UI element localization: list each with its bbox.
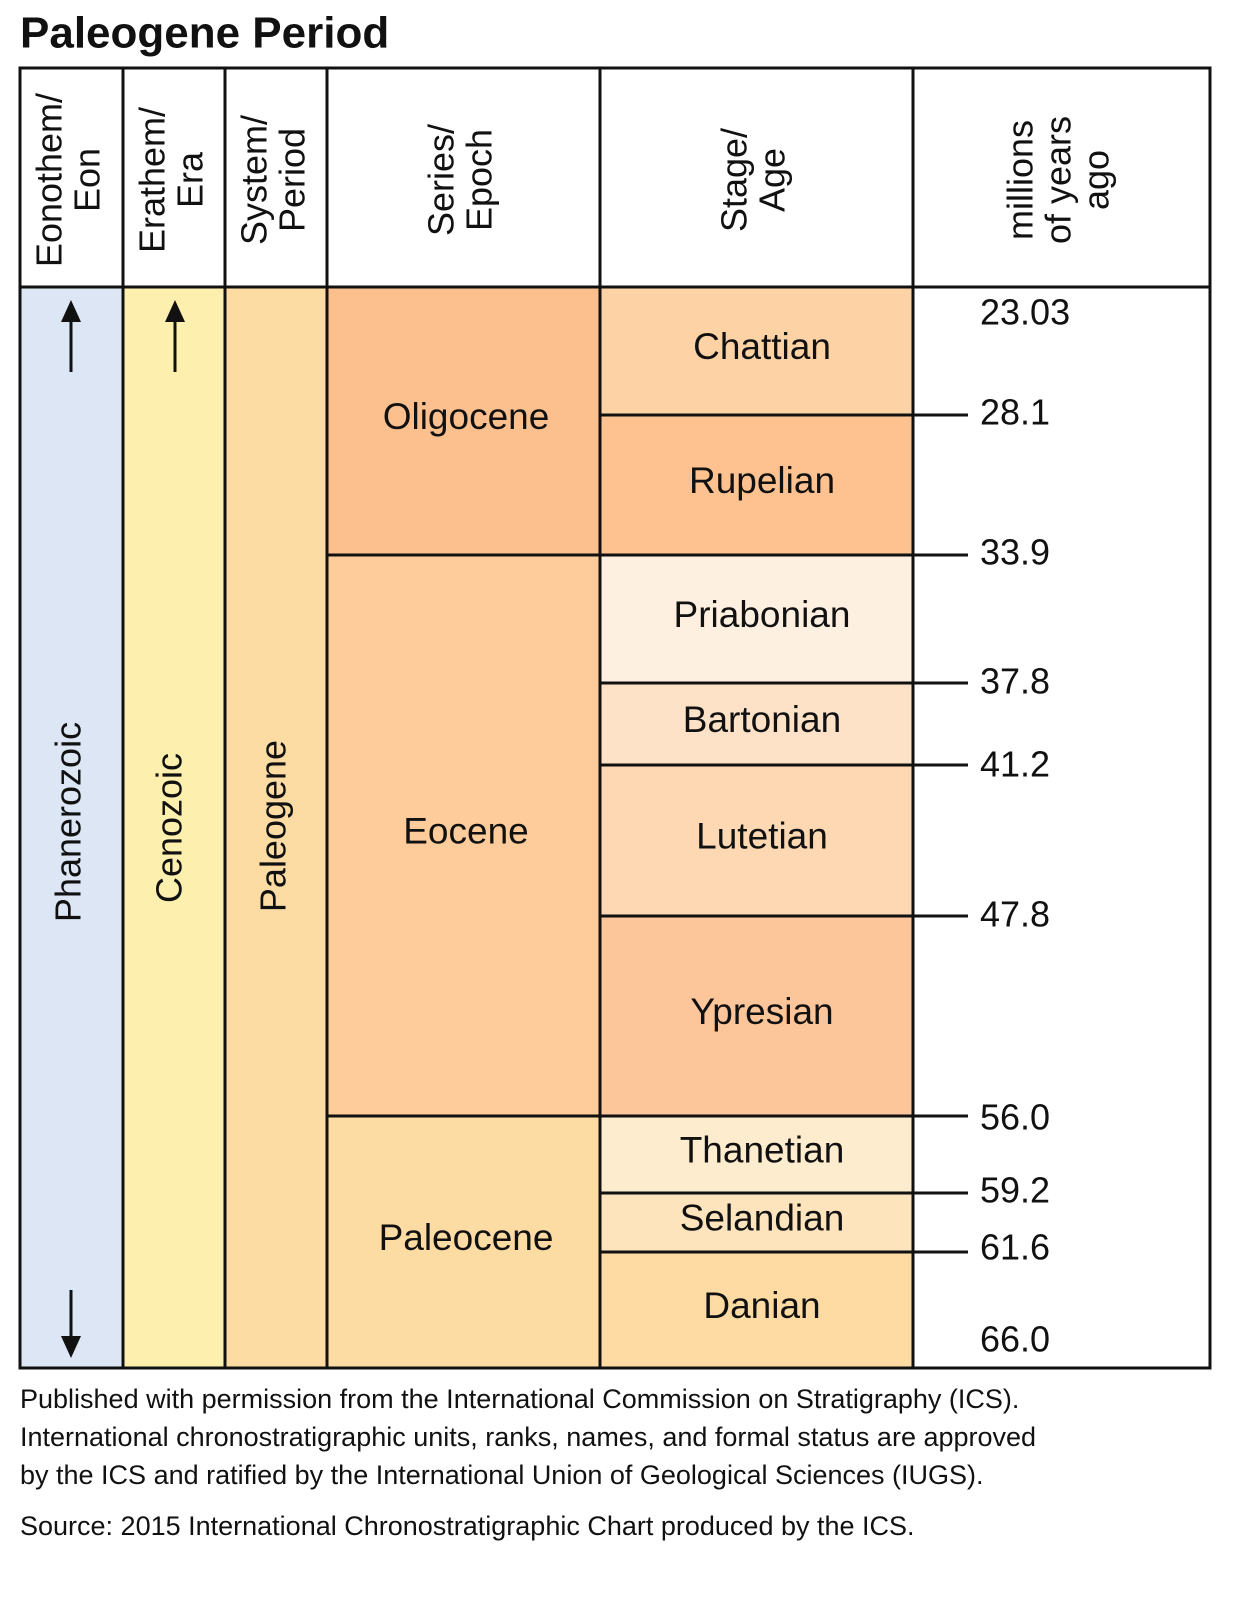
stage-cell (600, 1252, 913, 1368)
stage-label: Selandian (680, 1197, 845, 1238)
column-header: of years (1038, 116, 1079, 244)
arrow-head (61, 1336, 81, 1358)
period-cell (225, 287, 327, 1368)
epoch-label: Oligocene (383, 396, 550, 437)
column-header: Eon (67, 148, 108, 212)
column-header: Erathem/ (132, 107, 173, 253)
age-label: 23.03 (980, 292, 1070, 333)
stage-label: Rupelian (689, 460, 835, 501)
stage-cell (600, 287, 913, 415)
table-frame (18, 66, 1212, 1370)
eon-cell (20, 287, 123, 1368)
stage-label: Danian (703, 1285, 820, 1326)
era-label: Cenozoic (149, 753, 190, 903)
epoch-label: Eocene (403, 810, 529, 851)
table-labels: Phanerozoic Cenozoic Paleogene Eonothem/Eon… (29, 93, 1117, 1360)
stage-label: Bartonian (683, 699, 841, 740)
age-label: 33.9 (980, 532, 1050, 573)
footnote-line: International chronostratigraphic units,… (20, 1422, 1036, 1452)
footnote-line: Published with permission from the Inter… (20, 1384, 1019, 1414)
arrow-head (165, 300, 185, 322)
age-label: 37.8 (980, 661, 1050, 702)
age-label: 41.2 (980, 744, 1050, 785)
stage-cell (600, 765, 913, 916)
period-label: Paleogene (253, 740, 294, 912)
column-header: System/ (234, 115, 275, 245)
title: Paleogene Period (20, 9, 389, 58)
column-header: ago (1076, 150, 1117, 210)
stage-label: Ypresian (690, 991, 833, 1032)
column-header: Era (170, 151, 211, 208)
column-header: Stage/ (714, 128, 755, 232)
stage-cell (600, 1193, 913, 1252)
stage-cell (600, 415, 913, 555)
age-label: 59.2 (980, 1170, 1050, 1211)
table-border (18, 66, 1212, 1370)
stage-cell (600, 1116, 913, 1193)
stage-label: Chattian (693, 326, 831, 367)
age-label: 61.6 (980, 1227, 1050, 1268)
source: Source: 2015 International Chronostratig… (20, 1511, 915, 1541)
age-label: 66.0 (980, 1319, 1050, 1360)
column-header: Series/ (421, 124, 462, 236)
age-label: 47.8 (980, 894, 1050, 935)
stage-label: Priabonian (674, 594, 851, 635)
arrow-head (61, 300, 81, 322)
age-label: 56.0 (980, 1097, 1050, 1138)
epoch-cell (327, 555, 600, 1116)
eon-label: Phanerozoic (48, 722, 89, 922)
epoch-cell (327, 287, 600, 555)
epoch-cell (327, 1116, 600, 1368)
stage-cell (600, 683, 913, 765)
age-label: 28.1 (980, 392, 1050, 433)
column-header: Epoch (459, 129, 500, 231)
stage-label: Thanetian (680, 1129, 845, 1170)
column-header: Period (272, 128, 313, 232)
stage-label: Lutetian (696, 815, 828, 856)
era-cell (123, 287, 225, 1368)
column-header: Eonothem/ (29, 93, 70, 267)
stage-cell (600, 555, 913, 683)
stage-cell (600, 916, 913, 1116)
arrows (61, 300, 185, 1358)
epoch-label: Paleocene (379, 1217, 554, 1258)
table-body (20, 287, 913, 1368)
column-header: Age (752, 148, 793, 212)
column-header: millions (1000, 120, 1041, 240)
footnote-line: by the ICS and ratified by the Internati… (20, 1460, 984, 1490)
